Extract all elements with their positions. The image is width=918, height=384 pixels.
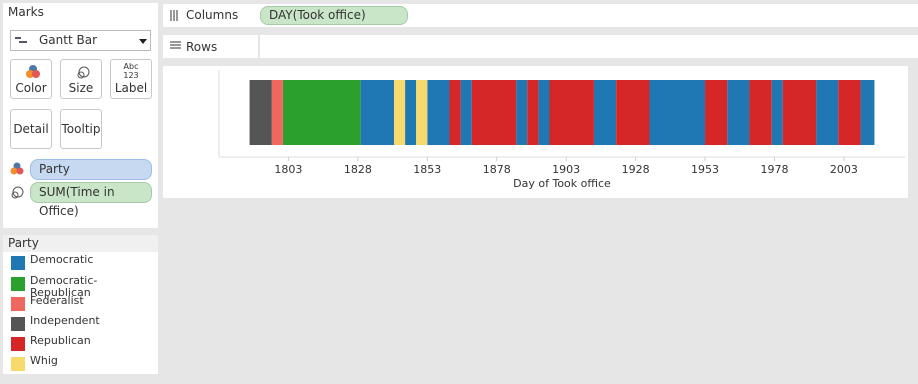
legend-swatch: [11, 337, 25, 351]
gantt-bar: [782, 80, 817, 145]
color-button[interactable]: Color: [10, 59, 52, 99]
color-icon: [26, 65, 40, 78]
field-pill[interactable]: SUM(Time in Office): [30, 182, 152, 218]
gantt-bar: [649, 80, 706, 145]
legend-swatch: [11, 357, 25, 371]
label-icon-text: Abc: [123, 62, 139, 71]
gantt-bar: [816, 80, 839, 145]
mark-type: Gantt Bar: [39, 33, 98, 47]
legend-label: Federalist: [30, 294, 84, 307]
legend-item[interactable]: Democratic-Republican: [11, 275, 156, 299]
legend-item[interactable]: Republican: [11, 335, 156, 353]
columns-icon: [170, 10, 178, 21]
size-icon: [77, 66, 90, 79]
label-button[interactable]: Abc 123 Label: [110, 59, 152, 99]
gantt-bar: [749, 80, 772, 145]
legend-item[interactable]: Federalist: [11, 295, 156, 313]
x-tick-label: 1803: [274, 163, 302, 176]
color-field-icon: [10, 162, 24, 175]
legend-title: Party: [3, 235, 158, 252]
gantt-bar: [705, 80, 728, 145]
gantt-bar: [838, 80, 861, 145]
shelf-label: Rows: [186, 40, 218, 54]
x-tick-label: 1853: [413, 163, 441, 176]
marks-title: Marks: [8, 5, 44, 19]
legend-swatch: [11, 317, 25, 331]
gantt-bar: [271, 80, 283, 145]
detail-button[interactable]: Detail: [10, 109, 52, 149]
gantt-icon: [15, 37, 27, 43]
gantt-bar: [538, 80, 550, 145]
gantt-bar: [405, 80, 417, 145]
shelf-divider: [258, 35, 260, 58]
legend-swatch: [11, 297, 25, 311]
legend-swatch: [11, 256, 25, 270]
x-tick-label: 1928: [622, 163, 650, 176]
gantt-bar: [527, 80, 539, 145]
button-label: Tooltip: [61, 122, 101, 136]
legend-label: Independent: [30, 314, 100, 327]
legend-item[interactable]: Democratic: [11, 254, 156, 272]
label-icon: Abc 123: [111, 62, 151, 80]
dropdown-arrow: [139, 39, 147, 44]
legend-label: Whig: [30, 354, 58, 367]
legend-label: Democratic-Republican: [30, 274, 98, 299]
gantt-bar: [549, 80, 594, 145]
button-label: Color: [15, 81, 47, 95]
gantt-bar: [471, 80, 517, 145]
legend-label: Republican: [30, 334, 91, 347]
rows-icon: [170, 41, 181, 49]
gantt-bar: [393, 80, 406, 145]
columns-shelf: Columns DAY(Took office): [163, 4, 918, 27]
gantt-bar: [427, 80, 450, 145]
x-tick-label: 1828: [344, 163, 372, 176]
mark-type-dropdown[interactable]: Gantt Bar: [10, 30, 151, 51]
x-tick-label: 1878: [483, 163, 511, 176]
gantt-bar: [771, 80, 783, 145]
button-label: Label: [114, 81, 148, 95]
tooltip-button[interactable]: Tooltip: [60, 109, 102, 149]
gantt-bar: [249, 80, 272, 145]
x-tick-label: 1978: [760, 163, 788, 176]
rows-shelf: Rows: [163, 35, 918, 58]
gantt-bar: [616, 80, 650, 145]
x-tick-label: 1953: [691, 163, 719, 176]
marks-card: Marks Gantt Bar Color Size Abc 123 Label …: [3, 3, 158, 228]
button-label: Size: [68, 81, 94, 95]
x-tick-label: 1903: [552, 163, 580, 176]
shelf-label: Columns: [186, 8, 239, 22]
size-button[interactable]: Size: [60, 59, 102, 99]
x-tick-label: 2003: [830, 163, 858, 176]
x-axis-label: Day of Took office: [513, 177, 611, 190]
gantt-bar: [460, 80, 472, 145]
gantt-bar: [449, 80, 461, 145]
label-icon-text: 123: [123, 71, 139, 80]
field-pill[interactable]: Party: [30, 159, 152, 180]
legend-label: Democratic: [30, 253, 94, 266]
legend-swatch: [11, 277, 25, 291]
gantt-bar: [360, 80, 394, 145]
gantt-bar: [282, 80, 361, 145]
size-field-icon: [11, 186, 24, 199]
legend-item[interactable]: Independent: [11, 315, 156, 333]
gantt-bar: [727, 80, 750, 145]
legend-card: Party Democratic Democratic-Republican Fed…: [3, 235, 158, 374]
gantt-bar: [593, 80, 617, 145]
legend-item[interactable]: Whig: [11, 355, 156, 373]
gantt-bar: [860, 80, 875, 145]
field-pill[interactable]: DAY(Took office): [260, 6, 408, 25]
gantt-bar: [516, 80, 528, 145]
gantt-bar: [416, 80, 428, 145]
button-label: Detail: [13, 122, 49, 136]
